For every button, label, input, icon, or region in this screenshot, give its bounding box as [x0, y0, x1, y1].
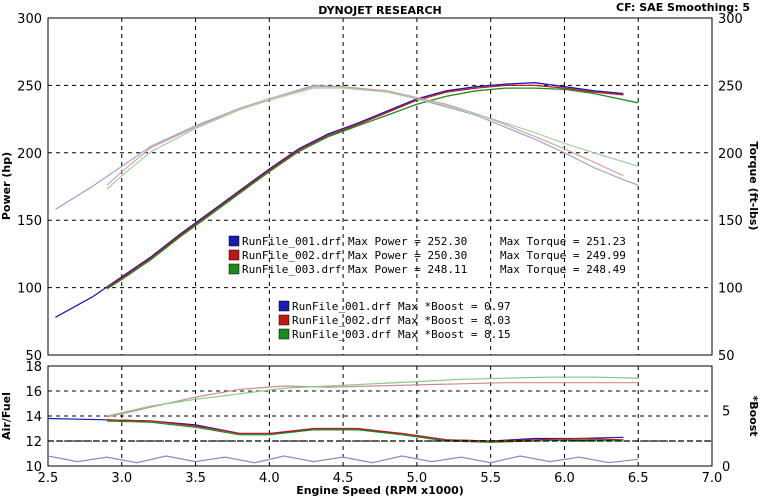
airfuel-tick-label: 12 [25, 435, 42, 450]
power-curve [106, 84, 624, 289]
x-tick-label: 7.0 [702, 471, 723, 486]
y-tick-label-right: 100 [718, 282, 743, 297]
y-tick-label-left: 100 [17, 282, 42, 297]
main-series-group [55, 82, 639, 318]
x-tick-label: 4.5 [333, 471, 354, 486]
y-tick-label-right: 250 [718, 79, 743, 94]
legend-swatch [228, 249, 240, 261]
boost-tick-label: 0 [722, 460, 730, 475]
x-tick-label: 2.5 [38, 471, 59, 486]
legend-max-boost: Max *Boost = 8.03 [398, 314, 511, 327]
y-tick-label-left: 50 [25, 349, 42, 364]
boost-curve [47, 455, 639, 464]
legend-swatch [228, 263, 240, 275]
legend-boost: RunFile_001.drf Max *Boost = 0.97 RunFil… [278, 300, 511, 341]
lower-series-group [47, 376, 712, 464]
legend-run: RunFile_001.drf [242, 235, 341, 248]
y-tick-label-right: 300 [718, 12, 743, 27]
boost-curve [106, 376, 639, 417]
x-tick-label: 3.0 [111, 471, 132, 486]
legend-power-row-1: RunFile_001.drf Max Power = 252.30 Max T… [228, 235, 626, 248]
x-tick-label: 4.0 [259, 471, 280, 486]
airfuel-curve [106, 419, 624, 442]
airfuel-tick-label: 10 [25, 460, 42, 475]
main-grid [48, 18, 712, 355]
boost-curve [106, 382, 639, 418]
legend-max-power: Max Power = 248.11 [348, 263, 467, 276]
power-curve [106, 87, 639, 290]
legend-run: RunFile_002.drf [242, 249, 341, 262]
x-axis-label: Engine Speed (RPM x1000) [296, 484, 464, 497]
y-tick-label-left: 300 [17, 12, 42, 27]
legend-power-row-2: RunFile_002.drf Max Power = 250.30 Max T… [228, 249, 626, 262]
legend-swatch [278, 314, 290, 326]
legend-max-boost: Max *Boost = 0.97 [398, 300, 511, 313]
legend-boost-row-1: RunFile_001.drf Max *Boost = 0.97 [278, 300, 511, 313]
x-tick-label: 6.5 [628, 471, 649, 486]
torque-curve [106, 87, 639, 190]
y-axis-label-torque: Torque (ft-lbs) [747, 142, 760, 231]
y-tick-label-left: 200 [17, 147, 42, 162]
legend-run: RunFile_002.drf [292, 314, 391, 327]
legend-swatch [278, 328, 290, 340]
legend-swatch [228, 235, 240, 247]
x-tick-label: 6.0 [554, 471, 575, 486]
legend-run: RunFile_003.drf [292, 328, 391, 341]
x-tick-label: 5.5 [480, 471, 501, 486]
y-tick-label-right: 200 [718, 147, 743, 162]
y-tick-label-right: 50 [718, 349, 735, 364]
legend-power: RunFile_001.drf Max Power = 252.30 Max T… [228, 235, 626, 276]
legend-max-torque: Max Torque = 249.99 [500, 249, 626, 262]
legend-run: RunFile_001.drf [292, 300, 391, 313]
airfuel-tick-label: 16 [25, 385, 42, 400]
x-tick-label: 5.0 [407, 471, 428, 486]
torque-curve [106, 86, 624, 186]
y-tick-label-right: 150 [718, 214, 743, 229]
legend-max-torque: Max Torque = 248.49 [500, 263, 626, 276]
main-plot-area [47, 17, 713, 356]
legend-boost-row-3: RunFile_003.drf Max *Boost = 8.15 [278, 328, 511, 341]
x-tick-label: 3.5 [185, 471, 206, 486]
legend-power-row-3: RunFile_003.drf Max Power = 248.11 Max T… [228, 263, 626, 276]
y-axis-label-boost: *Boost [747, 395, 760, 436]
settings-label: CF: SAE Smoothing: 5 [616, 1, 750, 14]
airfuel-tick-label: 14 [25, 410, 42, 425]
power-curve [55, 82, 624, 318]
y-axis-label-power: Power (hp) [0, 152, 13, 220]
legend-max-boost: Max *Boost = 8.15 [398, 328, 511, 341]
chart-title: DYNOJET RESEARCH [318, 4, 441, 17]
boost-tick-label: 5 [722, 404, 730, 419]
legend-boost-row-2: RunFile_002.drf Max *Boost = 8.03 [278, 314, 511, 327]
y-axis-label-airfuel: Air/Fuel [0, 392, 13, 440]
legend-max-power: Max Power = 250.30 [348, 249, 467, 262]
legend-swatch [278, 300, 290, 312]
legend-max-torque: Max Torque = 251.23 [500, 235, 626, 248]
legend-run: RunFile_003.drf [242, 263, 341, 276]
y-tick-label-left: 250 [17, 79, 42, 94]
y-tick-label-left: 150 [17, 214, 42, 229]
legend-max-power: Max Power = 252.30 [348, 235, 467, 248]
airfuel-tick-label: 18 [25, 360, 42, 375]
